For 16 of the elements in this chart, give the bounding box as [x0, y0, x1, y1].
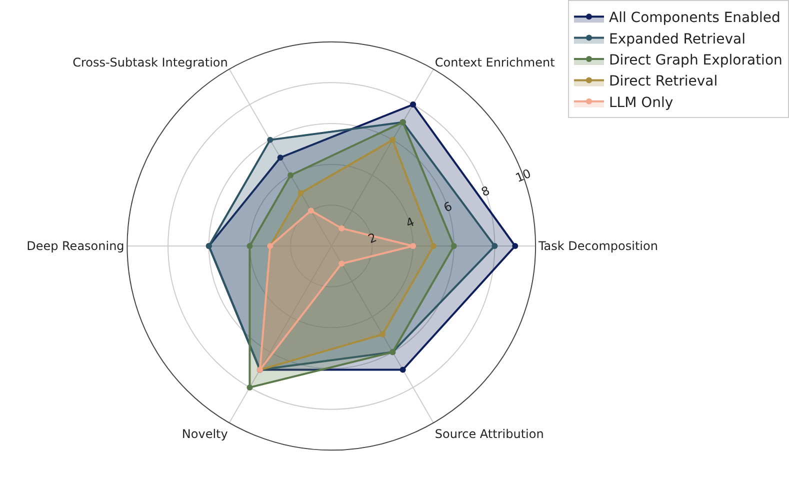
spoke-label: Novelty [182, 426, 228, 441]
y-tick-label: 4 [404, 214, 416, 231]
y-tick-label: 2 [366, 230, 379, 246]
y-tick-label: 8 [479, 183, 492, 200]
y-tick-label: 10 [514, 166, 534, 186]
legend-label: Direct Retrieval [609, 74, 718, 90]
spoke-label: Task Decomposition [537, 239, 658, 254]
spoke-label: Context Enrichment [434, 56, 556, 70]
legend-label: LLM Only [609, 94, 674, 111]
legend-label: Direct Graph Exploration [609, 52, 782, 68]
legend-label: Expanded Retrieval [609, 31, 746, 48]
spoke-label: Deep Reasoning [26, 239, 124, 254]
legend-label: All Components Enabled [609, 10, 780, 26]
spoke-label: Source Attribution [434, 426, 544, 441]
spoke-label: Cross-Subtask Integration [72, 56, 228, 70]
y-tick-label: 6 [442, 199, 454, 215]
